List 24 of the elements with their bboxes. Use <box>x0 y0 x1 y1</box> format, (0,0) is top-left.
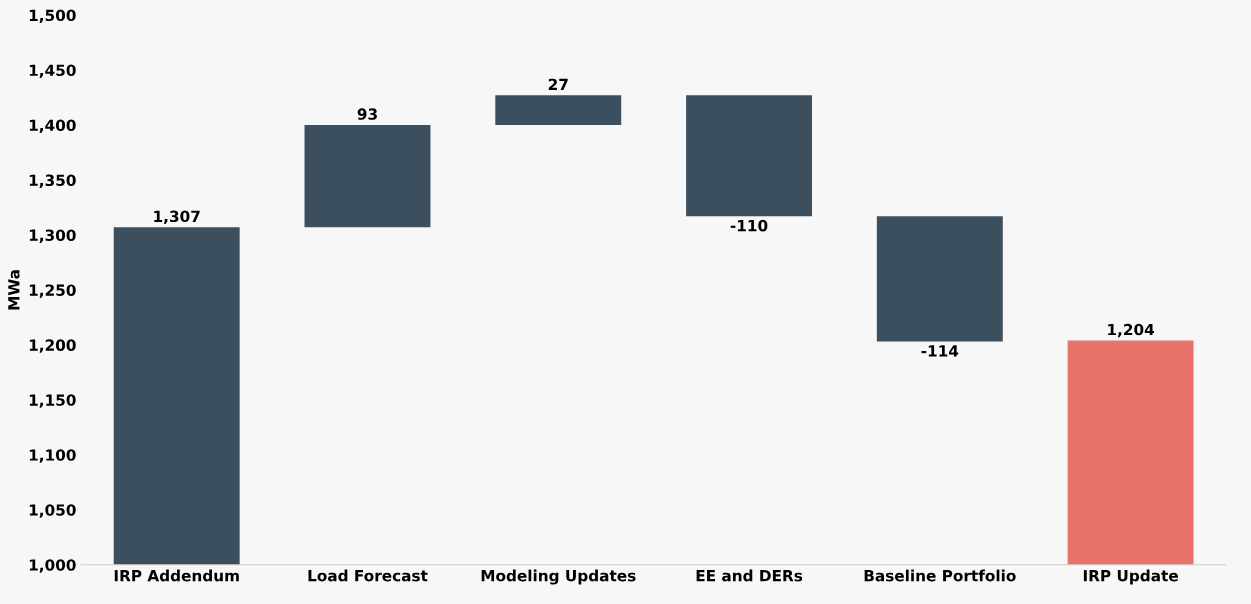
y-tick-label: 1,000 <box>29 559 76 573</box>
x-tick-label: Modeling Updates <box>481 569 636 585</box>
y-tick-label: 1,400 <box>29 119 76 133</box>
y-axis-title: MWa <box>8 270 20 310</box>
y-tick-label: 1,200 <box>29 339 76 353</box>
y-tick-label: 1,300 <box>29 229 76 243</box>
y-tick-label: 1,500 <box>29 9 76 24</box>
data-label: 27 <box>548 78 568 90</box>
y-tick-label: 1,150 <box>29 394 76 408</box>
x-tick-label: Baseline Portfolio <box>864 569 1016 582</box>
y-tick-label: 1,450 <box>29 64 76 79</box>
y-tick-label: 1,250 <box>29 284 76 298</box>
data-label: -114 <box>921 345 959 357</box>
data-label: 93 <box>357 108 377 120</box>
x-tick-label: Load Forecast <box>308 569 428 582</box>
data-label: 1,307 <box>154 210 200 225</box>
y-tick-label: 1,100 <box>29 449 76 463</box>
x-tick-label: IRP Update <box>1083 569 1178 585</box>
x-tick-label: EE and DERs <box>696 569 803 582</box>
x-tick-label: IRP Addendum <box>114 569 239 582</box>
data-label: 1,204 <box>1108 323 1155 338</box>
y-tick-label: 1,050 <box>29 504 76 518</box>
y-tick-label: 1,350 <box>29 174 76 188</box>
data-label: -110 <box>730 219 768 232</box>
